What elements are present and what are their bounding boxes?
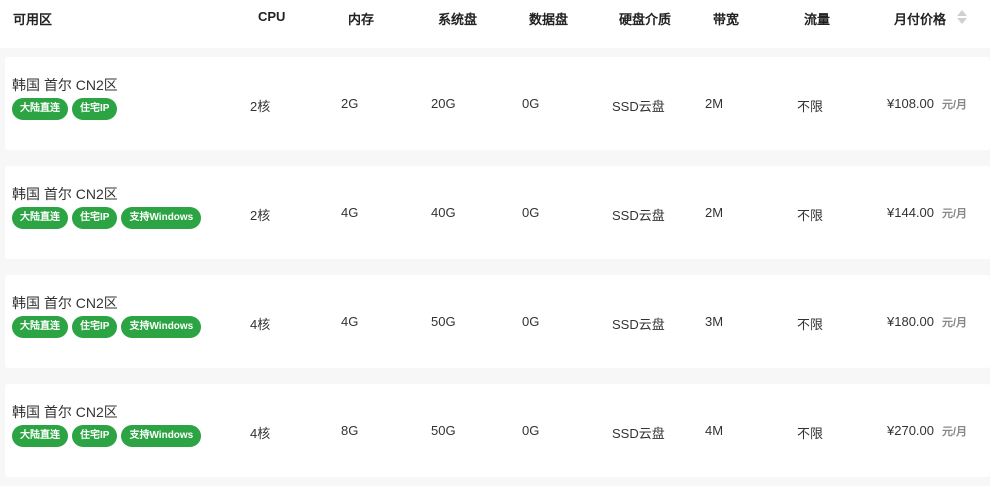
price-value: ¥108.00 bbox=[887, 96, 934, 111]
price: ¥270.00 元/月 bbox=[887, 423, 967, 439]
bandwidth-value: 2M bbox=[705, 205, 724, 220]
header-traffic: 流量 bbox=[804, 12, 831, 27]
feature-tag: 大陆直连 bbox=[12, 207, 68, 229]
memory-value: 8G bbox=[341, 423, 359, 438]
zone-name: 韩国 首尔 CN2区 bbox=[12, 295, 118, 311]
price-value: ¥270.00 bbox=[887, 423, 934, 438]
feature-tag: 大陆直连 bbox=[12, 98, 68, 120]
table-header: 可用区 CPU 内存 系统盘 数据盘 硬盘介质 带宽 流量 月付价格 bbox=[0, 0, 990, 48]
bandwidth-value: 2M bbox=[705, 96, 724, 111]
table-row[interactable]: 韩国 首尔 CN2区 大陆直连 住宅IP 2核 2G 20G 0G SSD云盘 2… bbox=[5, 57, 990, 150]
tag-list: 大陆直连 住宅IP bbox=[12, 98, 118, 120]
memory-value: 4G bbox=[341, 205, 359, 220]
traffic-value: 不限 bbox=[797, 99, 824, 114]
cpu-value: 4核 bbox=[250, 317, 271, 332]
header-zone: 可用区 bbox=[13, 12, 53, 27]
header-cpu: CPU bbox=[258, 9, 286, 24]
memory-value: 2G bbox=[341, 96, 359, 111]
tag-list: 大陆直连 住宅IP 支持Windows bbox=[12, 316, 202, 338]
feature-tag: 住宅IP bbox=[72, 98, 118, 120]
feature-tag: 大陆直连 bbox=[12, 425, 68, 447]
tag-list: 大陆直连 住宅IP 支持Windows bbox=[12, 425, 202, 447]
cpu-value: 2核 bbox=[250, 99, 271, 114]
price: ¥108.00 元/月 bbox=[887, 96, 967, 112]
disk-type-value: SSD云盘 bbox=[612, 208, 665, 223]
bandwidth-value: 4M bbox=[705, 423, 724, 438]
sort-icon[interactable] bbox=[957, 10, 967, 26]
price: ¥144.00 元/月 bbox=[887, 205, 967, 221]
feature-tag: 住宅IP bbox=[72, 425, 118, 447]
disk-type-value: SSD云盘 bbox=[612, 426, 665, 441]
header-data-disk: 数据盘 bbox=[529, 12, 569, 27]
data-disk-value: 0G bbox=[522, 314, 540, 329]
zone-name: 韩国 首尔 CN2区 bbox=[12, 77, 118, 93]
memory-value: 4G bbox=[341, 314, 359, 329]
feature-tag: 住宅IP bbox=[72, 207, 118, 229]
traffic-value: 不限 bbox=[797, 426, 824, 441]
zone-name: 韩国 首尔 CN2区 bbox=[12, 404, 118, 420]
disk-type-value: SSD云盘 bbox=[612, 317, 665, 332]
traffic-value: 不限 bbox=[797, 208, 824, 223]
table-row[interactable]: 韩国 首尔 CN2区 大陆直连 住宅IP 支持Windows 4核 4G 50G 0… bbox=[5, 275, 990, 368]
system-disk-value: 50G bbox=[431, 314, 456, 329]
price-value: ¥180.00 bbox=[887, 314, 934, 329]
zone-name: 韩国 首尔 CN2区 bbox=[12, 186, 118, 202]
header-disk-type: 硬盘介质 bbox=[619, 12, 672, 27]
price: ¥180.00 元/月 bbox=[887, 314, 967, 330]
data-disk-value: 0G bbox=[522, 423, 540, 438]
system-disk-value: 20G bbox=[431, 96, 456, 111]
cpu-value: 2核 bbox=[250, 208, 271, 223]
price-value: ¥144.00 bbox=[887, 205, 934, 220]
data-disk-value: 0G bbox=[522, 96, 540, 111]
system-disk-value: 40G bbox=[431, 205, 456, 220]
disk-type-value: SSD云盘 bbox=[612, 99, 665, 114]
header-memory: 内存 bbox=[348, 12, 375, 27]
feature-tag: 支持Windows bbox=[121, 316, 202, 338]
header-system-disk: 系统盘 bbox=[438, 12, 478, 27]
price-unit: 元/月 bbox=[942, 208, 968, 220]
feature-tag: 支持Windows bbox=[121, 425, 202, 447]
feature-tag: 住宅IP bbox=[72, 316, 118, 338]
system-disk-value: 50G bbox=[431, 423, 456, 438]
traffic-value: 不限 bbox=[797, 317, 824, 332]
feature-tag: 大陆直连 bbox=[12, 316, 68, 338]
feature-tag: 支持Windows bbox=[121, 207, 202, 229]
table-row[interactable]: 韩国 首尔 CN2区 大陆直连 住宅IP 支持Windows 4核 8G 50G 0… bbox=[5, 384, 990, 477]
price-unit: 元/月 bbox=[942, 426, 968, 438]
tag-list: 大陆直连 住宅IP 支持Windows bbox=[12, 207, 202, 229]
header-monthly-price[interactable]: 月付价格 bbox=[894, 12, 947, 27]
header-bandwidth: 带宽 bbox=[713, 12, 740, 27]
price-unit: 元/月 bbox=[942, 99, 968, 111]
cpu-value: 4核 bbox=[250, 426, 271, 441]
table-row[interactable]: 韩国 首尔 CN2区 大陆直连 住宅IP 支持Windows 2核 4G 40G 0… bbox=[5, 166, 990, 259]
data-disk-value: 0G bbox=[522, 205, 540, 220]
bandwidth-value: 3M bbox=[705, 314, 724, 329]
price-unit: 元/月 bbox=[942, 317, 968, 329]
